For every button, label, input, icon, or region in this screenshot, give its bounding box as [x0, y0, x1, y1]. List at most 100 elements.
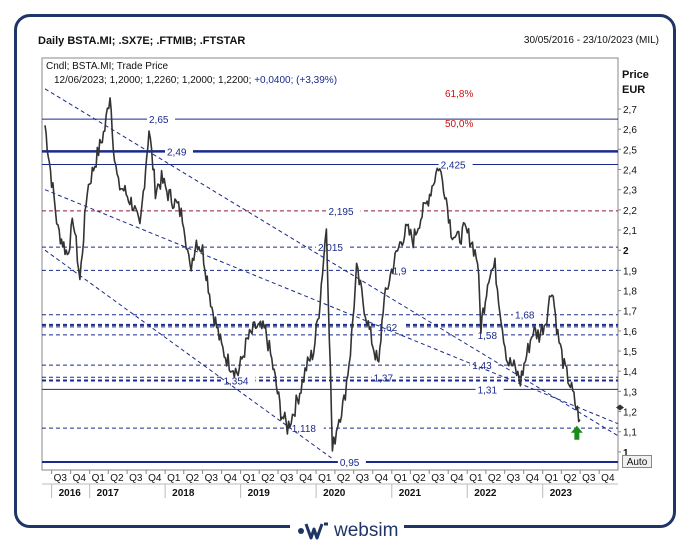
level-label: 1,37: [374, 373, 394, 384]
x-year-label: 2017: [97, 488, 120, 499]
level-label: 2,015: [318, 243, 343, 254]
level-label-bg: [315, 241, 350, 253]
x-quarter-label: Q1: [545, 473, 559, 484]
level-label: 2,425: [441, 160, 466, 171]
x-quarter-label: Q4: [73, 473, 87, 484]
level-label: 2,65: [149, 115, 169, 126]
level-label: 1,58: [478, 331, 498, 342]
y-tick-label: 1,1: [623, 428, 637, 439]
x-quarter-label: Q4: [601, 473, 615, 484]
level-label: 1,9: [393, 266, 407, 277]
x-quarter-label: Q3: [507, 473, 521, 484]
y-tick-label: 2,5: [623, 145, 637, 156]
y-tick-label: 2,4: [623, 166, 637, 177]
x-quarter-label: Q4: [148, 473, 162, 484]
x-quarter-label: Q2: [563, 473, 577, 484]
x-quarter-label: Q2: [488, 473, 502, 484]
fibonacci-label: 50,0%: [445, 119, 473, 130]
x-year-label: 2019: [248, 488, 271, 499]
y-tick-label: 2,7: [623, 105, 637, 116]
y-tick-label: 1,5: [623, 347, 637, 358]
x-year-label: 2016: [59, 488, 82, 499]
level-label-bg: [475, 328, 504, 340]
level-label: 2,195: [329, 207, 354, 218]
x-quarter-label: Q2: [186, 473, 200, 484]
level-label-bg: [165, 145, 194, 157]
y-tick-label: 1,6: [623, 327, 637, 338]
x-quarter-label: Q1: [92, 473, 106, 484]
level-label-bg: [326, 204, 361, 216]
y-tick-label: 1,7: [623, 307, 637, 318]
level-label: 1,43: [472, 361, 492, 372]
level-label: 1,68: [515, 311, 535, 322]
x-quarter-label: Q2: [110, 473, 124, 484]
level-label-bg: [371, 371, 400, 383]
level-label-bg: [289, 422, 324, 434]
level-label: 1,62: [378, 323, 398, 334]
x-quarter-label: Q2: [412, 473, 426, 484]
level-label: 0,95: [340, 458, 360, 469]
level-label-bg: [375, 320, 404, 332]
x-quarter-label: Q1: [394, 473, 408, 484]
price-pointer-icon: [616, 404, 624, 411]
x-quarter-label: Q3: [280, 473, 294, 484]
level-label-bg: [470, 359, 499, 371]
y-tick-label: 1,9: [623, 266, 637, 277]
x-quarter-label: Q2: [261, 473, 275, 484]
level-label-bg: [438, 158, 473, 170]
level-label-bg: [475, 383, 504, 395]
legend-series: Cndl; BSTA.MI; Trade Price: [46, 61, 169, 72]
websim-logo-text: websim: [334, 520, 399, 541]
level-label: 1,31: [478, 385, 498, 396]
x-year-label: 2021: [399, 488, 422, 499]
auto-scale-button[interactable]: Auto: [622, 455, 652, 468]
x-quarter-label: Q4: [450, 473, 464, 484]
x-quarter-label: Q1: [167, 473, 181, 484]
level-label: 1,118: [292, 424, 317, 435]
x-quarter-label: Q3: [582, 473, 596, 484]
level-label-bg: [337, 456, 366, 467]
y-axis-unit: EUR: [622, 84, 645, 96]
fibonacci-label: 61,8%: [445, 89, 473, 100]
x-quarter-label: Q1: [318, 473, 332, 484]
level-label-bg: [147, 113, 176, 125]
level-label-bg: [390, 264, 413, 276]
price-series-line: [44, 97, 581, 452]
x-quarter-label: Q4: [224, 473, 238, 484]
y-axis-label: Price: [622, 69, 649, 81]
websim-logo: websim: [290, 518, 405, 544]
x-quarter-label: Q3: [356, 473, 370, 484]
y-tick-label: 2,2: [623, 206, 637, 217]
y-tick-label: 1: [623, 448, 629, 459]
trendline: [44, 249, 332, 459]
x-quarter-label: Q4: [526, 473, 540, 484]
x-quarter-label: Q3: [205, 473, 219, 484]
y-tick-label: 1,3: [623, 387, 637, 398]
websim-logo-icon: [298, 522, 328, 540]
level-label: 1,354: [223, 377, 248, 388]
y-tick-label: 1,4: [623, 367, 637, 378]
y-tick-label: 2,6: [623, 125, 637, 136]
chart-title: Daily BSTA.MI; .SX7E; .FTMIB; .FTSTAR: [38, 35, 246, 47]
x-quarter-label: Q4: [299, 473, 313, 484]
x-year-label: 2023: [550, 488, 573, 499]
x-quarter-label: Q4: [375, 473, 389, 484]
x-quarter-label: Q1: [243, 473, 257, 484]
legend-ohlc: 12/06/2023; 1,2000; 1,2260; 1,2000; 1,22…: [54, 75, 337, 86]
y-tick-label: 2: [623, 246, 629, 257]
date-range: 30/05/2016 - 23/10/2023 (MIL): [523, 35, 659, 46]
x-quarter-label: Q1: [469, 473, 483, 484]
x-quarter-label: Q2: [337, 473, 351, 484]
y-tick-label: 1,2: [623, 408, 637, 419]
trendline: [44, 189, 619, 425]
y-tick-label: 1,8: [623, 287, 637, 298]
buy-arrow-icon: [570, 425, 583, 440]
y-tick-label: 2,3: [623, 186, 637, 197]
x-quarter-label: Q3: [431, 473, 445, 484]
x-year-label: 2020: [323, 488, 346, 499]
y-tick-label: 2,1: [623, 226, 637, 237]
x-year-label: 2018: [172, 488, 195, 499]
level-label-bg: [513, 308, 542, 320]
x-quarter-label: Q3: [129, 473, 143, 484]
